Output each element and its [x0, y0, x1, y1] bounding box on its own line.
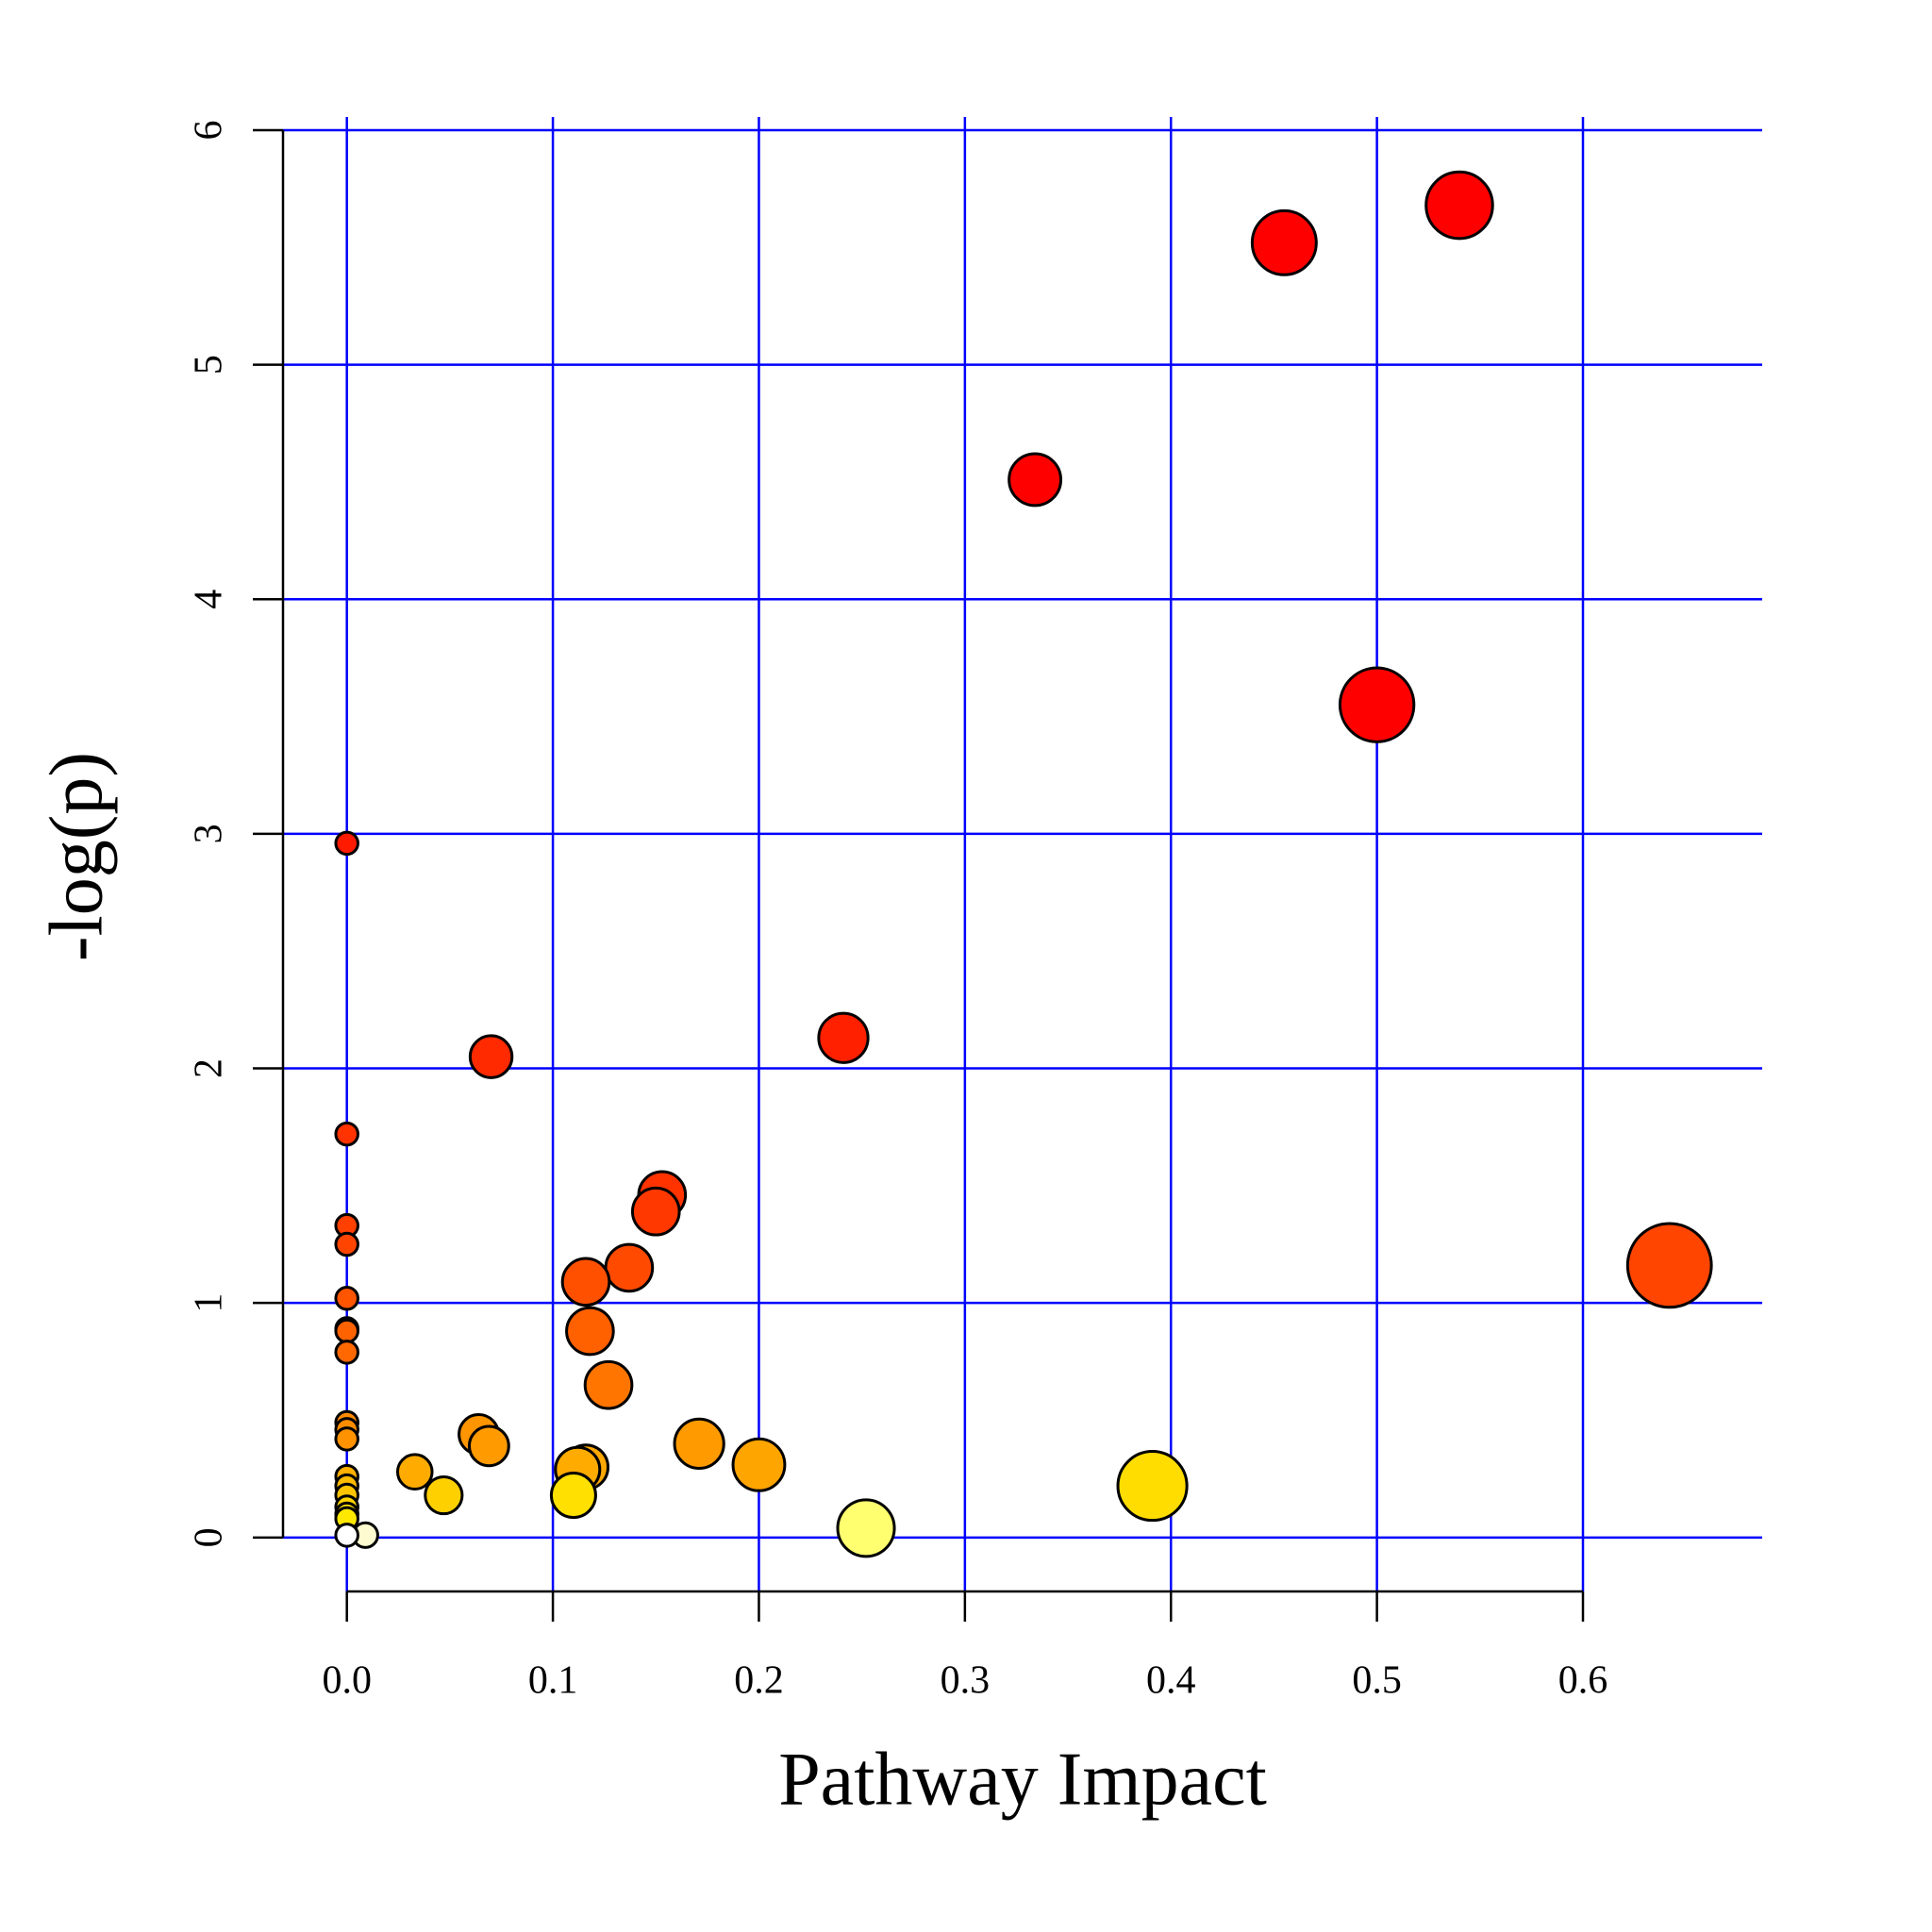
bubble	[334, 1285, 359, 1311]
y-axis-title: -log(p)	[35, 752, 118, 961]
bubble	[334, 1121, 359, 1147]
bubble	[583, 1359, 634, 1410]
y-tick-label: 0	[188, 1527, 231, 1547]
y-tick-label: 3	[188, 824, 231, 843]
bubble	[334, 1231, 359, 1257]
bubble	[673, 1417, 725, 1470]
bubble	[731, 1437, 787, 1492]
x-tick-label: 0.4	[1146, 1659, 1196, 1703]
x-tick-label: 0.6	[1558, 1659, 1608, 1703]
bubble	[334, 830, 359, 857]
bubble	[334, 1426, 359, 1452]
y-tick-label: 1	[188, 1293, 231, 1313]
bubble	[424, 1474, 464, 1516]
x-tick-label: 0.5	[1352, 1659, 1402, 1703]
bubble	[604, 1242, 655, 1293]
bubble	[334, 1523, 359, 1548]
bubble	[1250, 208, 1318, 276]
bubble	[1116, 1450, 1189, 1523]
bubble	[1338, 666, 1416, 743]
bubble	[836, 1498, 896, 1558]
bubble	[468, 1034, 514, 1079]
bubble	[1424, 170, 1494, 241]
x-tick-label: 0.0	[322, 1659, 372, 1703]
bubble	[467, 1424, 510, 1468]
x-tick-label: 0.2	[734, 1659, 784, 1703]
x-tick-label: 0.3	[941, 1659, 991, 1703]
bubble	[549, 1472, 597, 1520]
y-tick-label: 4	[188, 590, 231, 609]
bubble	[817, 1011, 870, 1064]
bubble	[1008, 452, 1063, 508]
bubble	[334, 1318, 359, 1344]
y-tick-label: 6	[188, 121, 231, 141]
bubble	[395, 1453, 434, 1491]
x-axis-title: Pathway Impact	[778, 1738, 1267, 1821]
bubble	[565, 1306, 615, 1357]
bubble	[334, 1340, 359, 1365]
bubble	[1625, 1222, 1713, 1309]
y-tick-label: 2	[188, 1058, 231, 1078]
y-tick-label: 5	[188, 355, 231, 375]
x-tick-label: 0.1	[528, 1659, 578, 1703]
bubble	[560, 1257, 611, 1307]
bubble	[630, 1186, 681, 1237]
